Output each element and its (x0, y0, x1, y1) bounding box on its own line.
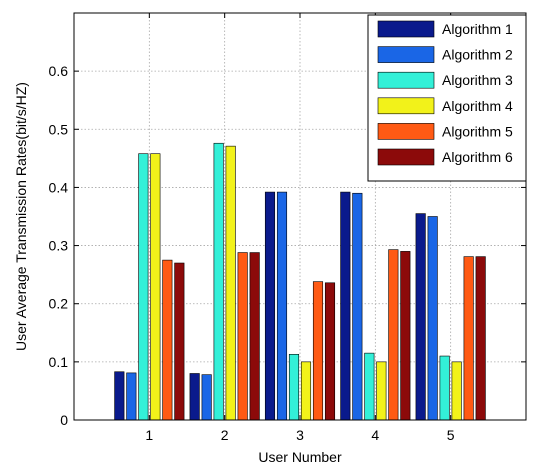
bar (126, 372, 137, 421)
bar (225, 145, 236, 421)
legend-label: Algorithm 5 (442, 123, 513, 139)
legend-label: Algorithm 3 (442, 72, 513, 88)
bar (388, 249, 399, 421)
bar (427, 216, 438, 421)
legend-swatch (377, 97, 435, 115)
bar (352, 192, 363, 421)
bar (201, 374, 212, 421)
y-tick-label: 0.2 (49, 296, 69, 312)
bar (138, 153, 149, 421)
bar (237, 252, 248, 421)
y-tick-label: 0.1 (49, 354, 69, 370)
bar (376, 361, 387, 421)
y-tick-label: 0.3 (49, 238, 69, 254)
y-axis-label: User Average Transmission Rates(bit/s/HZ… (13, 82, 29, 351)
bar (276, 191, 288, 421)
bar (189, 373, 200, 421)
bar (288, 353, 300, 421)
x-tick-label: 3 (296, 427, 304, 443)
legend: Algorithm 1 Algorithm 2 Algorithm 3 Algorit… (367, 14, 527, 182)
bar (415, 213, 426, 421)
bar (213, 142, 224, 421)
x-tick-label: 5 (447, 427, 455, 443)
bar (463, 256, 474, 421)
ticks-layer: 0 0.1 0.2 0.3 0.4 0.5 0.6 1 2 3 4 5 (49, 13, 526, 443)
legend-label: Algorithm 2 (442, 47, 513, 63)
bar (150, 153, 161, 421)
legend-swatch (377, 20, 435, 38)
y-tick-label: 0.6 (49, 63, 69, 79)
x-axis-label: User Number (258, 449, 342, 465)
bar (312, 281, 324, 421)
x-tick-label: 2 (221, 427, 229, 443)
bar (364, 352, 375, 421)
bar (264, 191, 276, 421)
y-tick-label: 0 (60, 412, 68, 428)
legend-label: Algorithm 6 (442, 149, 513, 165)
y-tick-label: 0.5 (49, 121, 69, 137)
bar (249, 252, 260, 421)
bar (162, 259, 173, 421)
y-tick-label: 0.4 (49, 179, 69, 195)
bar (174, 262, 185, 421)
bar (340, 191, 351, 421)
legend-label: Algorithm 1 (442, 21, 513, 37)
bar (400, 251, 411, 421)
bar (439, 355, 450, 421)
bar (324, 282, 336, 421)
x-tick-label: 1 (145, 427, 153, 443)
legend-swatch (377, 123, 435, 140)
bars-layer (114, 142, 486, 421)
x-tick-label: 4 (371, 427, 379, 443)
legend-label: Algorithm 4 (442, 98, 513, 114)
legend-swatch (377, 71, 435, 89)
bar (475, 256, 486, 421)
bar (300, 361, 312, 421)
bar (451, 361, 462, 421)
legend-swatch (377, 148, 435, 166)
legend-swatch (377, 46, 435, 63)
bar (114, 371, 125, 421)
